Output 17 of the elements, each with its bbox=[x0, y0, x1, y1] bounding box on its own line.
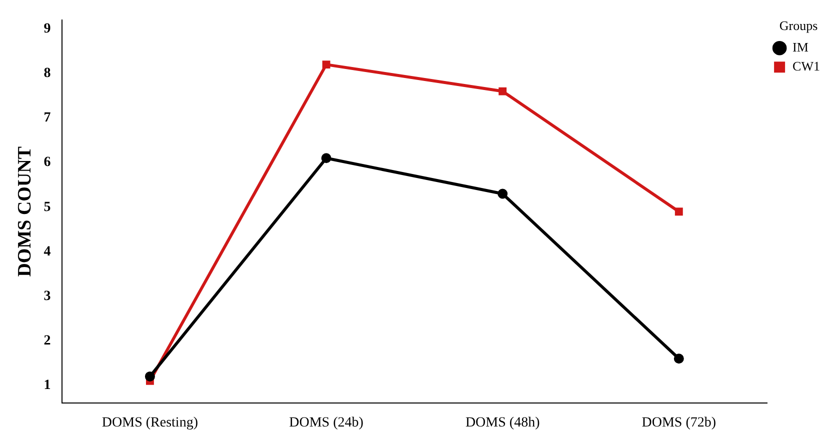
legend-title: Groups bbox=[779, 18, 818, 33]
x-tick-label: DOMS (24b) bbox=[289, 415, 364, 430]
y-tick-label: 6 bbox=[44, 155, 51, 170]
y-tick-label: 4 bbox=[44, 244, 51, 260]
y-tick-label: 3 bbox=[44, 288, 51, 304]
y-tick-label: 5 bbox=[44, 200, 51, 215]
x-tick-label: DOMS (48h) bbox=[465, 415, 540, 430]
y-tick-label: 2 bbox=[44, 333, 51, 348]
x-tick-label: DOMS (Resting) bbox=[102, 415, 198, 430]
y-tick-label: 7 bbox=[44, 110, 51, 126]
y-tick-label: 1 bbox=[44, 378, 51, 393]
legend-label: CW1 bbox=[792, 58, 820, 74]
y-tick-label: 9 bbox=[44, 22, 51, 37]
x-tick-label: DOMS (72b) bbox=[642, 415, 716, 430]
y-tick-label: 8 bbox=[44, 66, 51, 82]
y-axis-title: DOMS COUNT bbox=[14, 146, 36, 277]
legend-label: IM bbox=[792, 40, 809, 55]
